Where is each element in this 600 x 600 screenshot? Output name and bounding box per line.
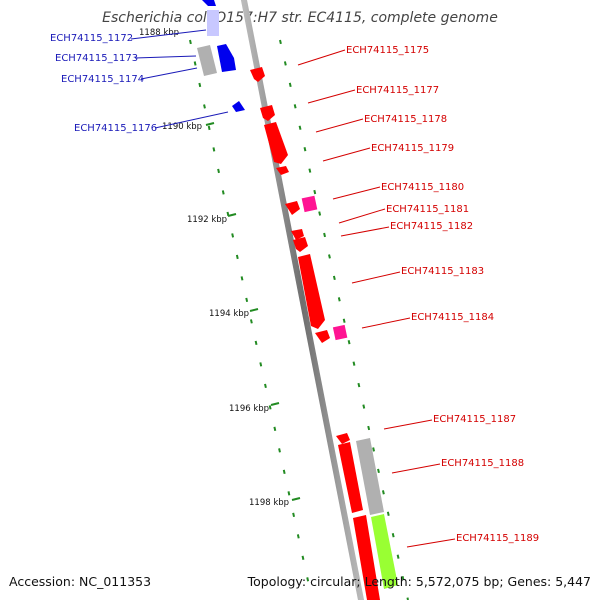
left-gene-labels: ECH74115_1172 ECH74115_1173 ECH74115_117… <box>50 33 157 134</box>
gene-label-1187[interactable]: ECH74115_1187 <box>433 414 516 425</box>
gene-feature-1189-pseudo[interactable] <box>371 514 398 589</box>
gene-feature-1179[interactable] <box>276 166 289 175</box>
gene-label-1176[interactable]: ECH74115_1176 <box>74 123 157 134</box>
reverse-strand-features <box>197 0 245 112</box>
gene-feature-1178[interactable] <box>264 122 288 164</box>
gene-feature-1181[interactable] <box>291 229 304 240</box>
gene-feature-1175[interactable] <box>250 67 265 82</box>
gene-label-1180[interactable]: ECH74115_1180 <box>381 182 464 193</box>
gene-feature-1180[interactable] <box>285 201 300 215</box>
gene-label-1182[interactable]: ECH74115_1182 <box>390 221 473 232</box>
gene-feature-1177[interactable] <box>260 105 275 121</box>
gene-feature-1188[interactable] <box>356 438 384 515</box>
outer-tick-ring <box>279 39 409 600</box>
gene-label-1184[interactable]: ECH74115_1184 <box>411 312 494 323</box>
gene-label-1173[interactable]: ECH74115_1173 <box>55 53 138 64</box>
scale-label-1198: 1198 kbp <box>249 498 289 508</box>
gene-feature-1183[interactable] <box>298 254 325 329</box>
genome-title: Escherichia coli O157:H7 str. EC4115, co… <box>102 10 498 26</box>
gene-label-1177[interactable]: ECH74115_1177 <box>356 85 439 96</box>
gene-label-1179[interactable]: ECH74115_1179 <box>371 143 454 154</box>
right-gene-labels: ECH74115_1175 ECH74115_1177 ECH74115_117… <box>346 45 539 544</box>
right-leader-lines <box>297 49 456 548</box>
gene-label-1172[interactable]: ECH74115_1172 <box>50 33 133 44</box>
gene-feature-1182[interactable] <box>293 237 308 252</box>
scale-label-1192: 1192 kbp <box>187 215 227 225</box>
gene-label-1178[interactable]: ECH74115_1178 <box>364 114 447 125</box>
gene-feature-1187b[interactable] <box>338 442 363 513</box>
accession-text: Accession: NC_011353 <box>9 574 151 589</box>
left-leader-lines <box>130 29 229 129</box>
genome-backbone <box>240 0 365 600</box>
gene-feature-1187[interactable] <box>336 433 350 444</box>
gene-label-1175[interactable]: ECH74115_1175 <box>346 45 429 56</box>
gene-feature-1173[interactable] <box>197 45 217 76</box>
gene-label-1174[interactable]: ECH74115_1174 <box>61 74 144 85</box>
gene-feature-1184[interactable] <box>315 330 330 343</box>
scale-label-1194: 1194 kbp <box>209 309 249 319</box>
gene-label-1181[interactable]: ECH74115_1181 <box>386 204 469 215</box>
gene-feature-1189[interactable] <box>353 515 380 600</box>
gene-feature-1174[interactable] <box>217 44 236 72</box>
gene-feature-1184-rna[interactable] <box>332 324 348 341</box>
scale-major-ticks <box>205 122 301 501</box>
genome-summary-text: Topology: circular; Length: 5,572,075 bp… <box>247 574 591 589</box>
forward-strand-features <box>250 67 398 600</box>
scale-label-1190: 1190 kbp <box>162 122 202 132</box>
gene-label-1188[interactable]: ECH74115_1188 <box>441 458 524 469</box>
gene-feature-1176[interactable] <box>232 101 245 112</box>
gene-feature-1172[interactable] <box>202 0 216 6</box>
gene-label-1189[interactable]: ECH74115_1189 <box>456 533 539 544</box>
gene-feature-1180-rna[interactable] <box>301 195 318 213</box>
gene-feature-1172-region[interactable] <box>207 10 219 36</box>
scale-label-1196: 1196 kbp <box>229 404 269 414</box>
gene-label-1183[interactable]: ECH74115_1183 <box>401 266 484 277</box>
scale-label-1188: 1188 kbp <box>139 28 179 38</box>
